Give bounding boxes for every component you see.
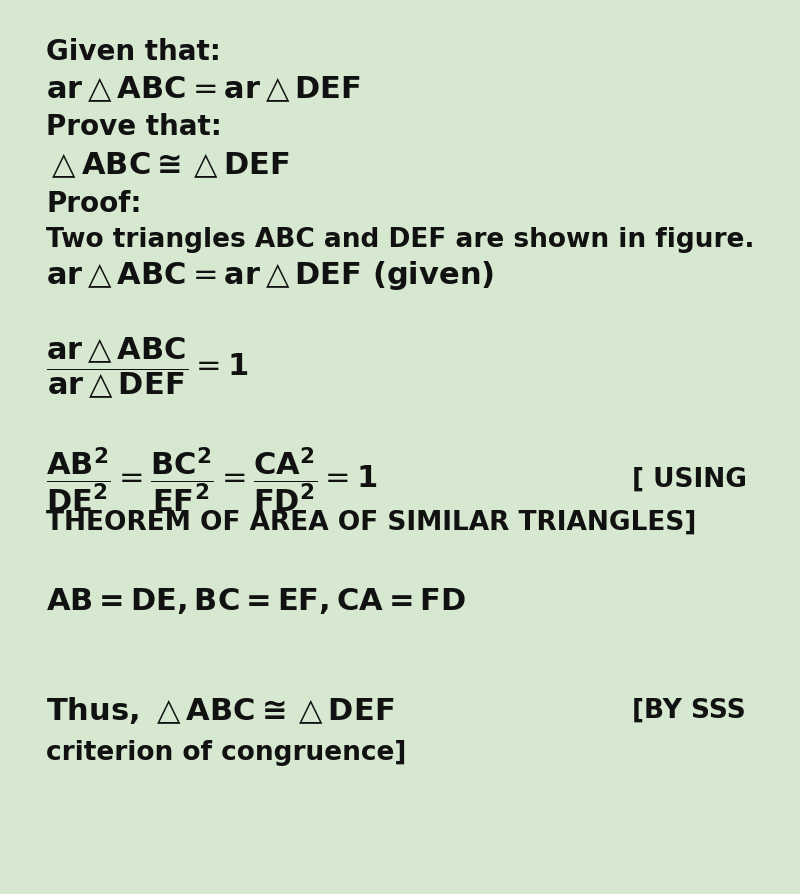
Text: THEOREM OF AREA OF SIMILAR TRIANGLES]: THEOREM OF AREA OF SIMILAR TRIANGLES] xyxy=(46,510,697,536)
Text: Thus, $\mathbf{\triangle ABC \cong \triangle DEF}$: Thus, $\mathbf{\triangle ABC \cong \tria… xyxy=(46,696,394,726)
Text: $\mathbf{ar}\mathbf{\triangle}\mathbf{ABC} = \mathbf{ar}\mathbf{\triangle}\mathb: $\mathbf{ar}\mathbf{\triangle}\mathbf{AB… xyxy=(46,259,494,291)
Text: Proof:: Proof: xyxy=(46,190,142,218)
Text: $\dfrac{\mathbf{ar}\mathbf{\triangle}\mathbf{ABC}}{\mathbf{ar}\mathbf{\triangle}: $\dfrac{\mathbf{ar}\mathbf{\triangle}\ma… xyxy=(46,336,249,401)
Text: $\mathbf{ar}\mathbf{\triangle}\mathbf{ABC} = \mathbf{ar}\mathbf{\triangle}\mathb: $\mathbf{ar}\mathbf{\triangle}\mathbf{AB… xyxy=(46,74,362,105)
Text: Prove that:: Prove that: xyxy=(46,113,222,141)
Text: $\mathbf{\triangle ABC \cong \triangle DEF}$: $\mathbf{\triangle ABC \cong \triangle D… xyxy=(46,150,290,181)
Text: [BY SSS: [BY SSS xyxy=(632,697,746,724)
Text: $\mathbf{AB = DE, BC = EF, CA = FD}$: $\mathbf{AB = DE, BC = EF, CA = FD}$ xyxy=(46,586,466,616)
Text: Given that:: Given that: xyxy=(46,38,222,66)
Text: criterion of congruence]: criterion of congruence] xyxy=(46,739,406,766)
Text: Two triangles ABC and DEF are shown in figure.: Two triangles ABC and DEF are shown in f… xyxy=(46,226,755,253)
Text: $\dfrac{\mathbf{AB}^\mathbf{2}}{\mathbf{DE}^\mathbf{2}} = \dfrac{\mathbf{BC}^\ma: $\dfrac{\mathbf{AB}^\mathbf{2}}{\mathbf{… xyxy=(46,445,378,515)
Text: [ USING: [ USING xyxy=(632,467,747,493)
